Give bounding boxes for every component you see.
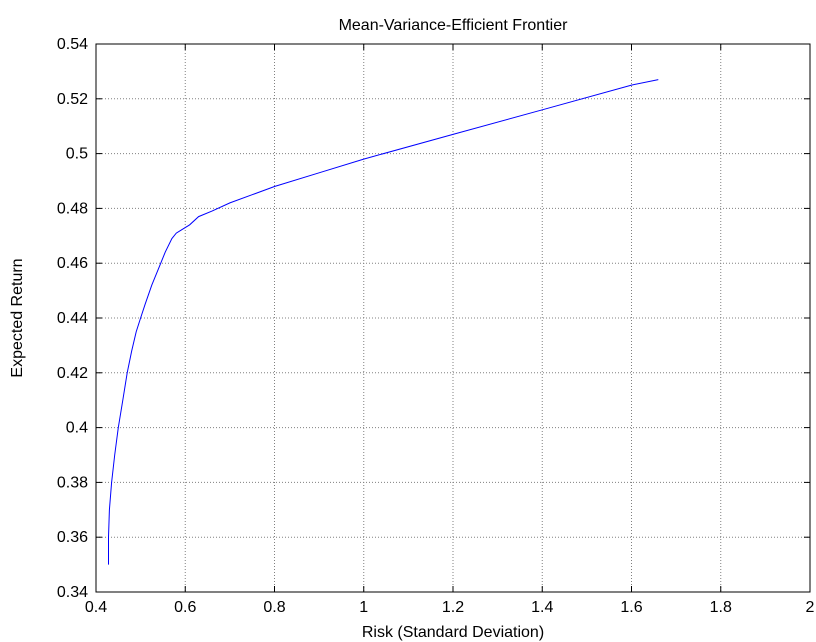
axis-ticks	[95, 43, 811, 593]
y-tick-labels: 0.34 0.36 0.38 0.4 0.42 0.44 0.46 0.48 0.5 0.52 0.…	[57, 36, 88, 601]
x-tick-label: 2	[806, 599, 815, 616]
x-tick-label: 0.6	[174, 599, 196, 616]
x-tick-label: 1	[359, 599, 368, 616]
y-tick-label: 0.34	[57, 584, 88, 601]
x-tick-label: 1.8	[710, 599, 732, 616]
chart-title: Mean-Variance-Efficient Frontier	[339, 17, 569, 34]
x-tick-label: 1.6	[620, 599, 642, 616]
y-tick-label: 0.4	[66, 420, 88, 437]
y-tick-label: 0.52	[57, 91, 88, 108]
x-tick-label: 1.4	[531, 599, 553, 616]
y-tick-label: 0.44	[57, 310, 88, 327]
x-tick-labels: 0.4 0.6 0.8 1 1.2 1.4 1.6 1.8 2	[85, 599, 815, 616]
x-tick-label: 0.4	[85, 599, 107, 616]
x-tick-label: 0.8	[263, 599, 285, 616]
y-axis-title: Expected Return	[9, 258, 26, 377]
y-tick-label: 0.54	[57, 36, 88, 53]
y-tick-label: 0.36	[57, 529, 88, 546]
x-axis-title: Risk (Standard Deviation)	[362, 624, 544, 641]
y-tick-label: 0.46	[57, 255, 88, 272]
y-tick-label: 0.48	[57, 200, 88, 217]
y-tick-label: 0.5	[66, 146, 88, 163]
y-tick-label: 0.38	[57, 474, 88, 491]
grid	[95, 43, 811, 593]
frontier-line	[108, 79, 659, 565]
y-tick-label: 0.42	[57, 365, 88, 382]
x-tick-label: 1.2	[442, 599, 464, 616]
